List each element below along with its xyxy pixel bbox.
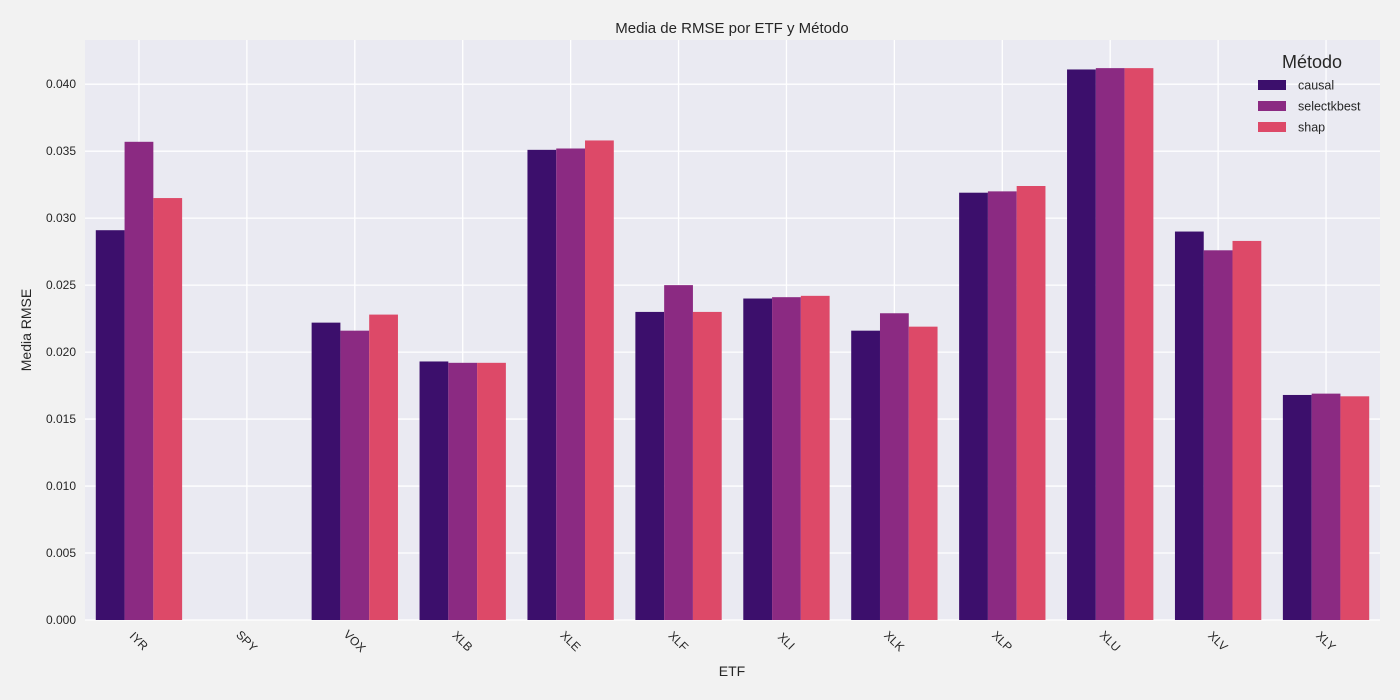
bar-causal-xlf [635, 311, 665, 620]
bar-causal-xly [1282, 394, 1312, 620]
y-tick-label: 0.000 [46, 613, 76, 627]
bar-shap-xlu [1124, 68, 1154, 620]
x-tick-label: XLI [775, 630, 798, 653]
bar-selectkbest-xlp [987, 191, 1017, 620]
y-tick-label: 0.040 [46, 77, 76, 91]
y-tick-label: 0.020 [46, 345, 76, 359]
bar-causal-xlu [1067, 69, 1096, 621]
bar-shap-xlv [1232, 240, 1262, 621]
x-tick-label: VOX [341, 627, 369, 655]
y-tick-label: 0.030 [46, 211, 76, 225]
bar-shap-xle [585, 140, 614, 620]
x-tick-labels: IYR SPY VOX XLB XLE XLF XLI XLK XLP XLU XLV XLY [127, 627, 1339, 655]
bar-shap-vox [369, 314, 398, 620]
y-tick-label: 0.015 [46, 412, 76, 426]
legend-swatch-shap [1258, 122, 1286, 132]
x-tick-label: IYR [127, 629, 151, 653]
chart-title: Media de RMSE por ETF y Método [615, 20, 848, 37]
x-tick-label: XLF [666, 628, 691, 653]
y-tick-label: 0.035 [46, 144, 76, 158]
bar-causal-xli [743, 298, 773, 620]
bar-shap-iyr [153, 198, 183, 620]
legend: Método causal selectkbest shap [1258, 52, 1361, 135]
bar-causal-vox [311, 322, 341, 620]
bar-selectkbest-xlk [879, 313, 909, 620]
plot-background [85, 40, 1380, 620]
y-tick-label: 0.025 [46, 278, 76, 292]
y-axis-label: Media RMSE [18, 289, 34, 371]
bar-causal-xlv [1174, 231, 1204, 620]
bar-selectkbest-xli [772, 297, 801, 620]
legend-label-causal: causal [1298, 79, 1334, 93]
x-tick-label: XLU [1097, 628, 1123, 654]
bar-causal-xlp [959, 192, 988, 620]
legend-swatch-causal [1258, 80, 1286, 90]
bar-causal-iyr [95, 230, 125, 620]
legend-label-selectkbest: selectkbest [1298, 100, 1361, 114]
bar-shap-xly [1340, 396, 1370, 620]
bar-causal-xlk [851, 330, 880, 620]
x-tick-label: XLY [1313, 629, 1338, 654]
bar-selectkbest-xlv [1203, 250, 1233, 620]
x-tick-label: XLP [989, 628, 1015, 654]
bar-selectkbest-iyr [124, 141, 154, 620]
bar-selectkbest-xle [556, 148, 586, 620]
x-tick-label: XLK [881, 628, 907, 654]
y-tick-labels: 0.000 0.005 0.010 0.015 0.020 0.025 0.030 0.035… [46, 77, 76, 627]
bar-shap-xli [800, 295, 830, 620]
bar-selectkbest-xly [1311, 393, 1341, 620]
y-tick-label: 0.005 [46, 546, 76, 560]
x-tick-label: XLV [1205, 629, 1230, 654]
legend-swatch-selectkbest [1258, 101, 1286, 111]
bar-shap-xlk [908, 326, 938, 620]
bars [95, 68, 1370, 621]
x-tick-label: SPY [233, 628, 260, 655]
x-axis-label: ETF [719, 663, 745, 679]
x-tick-label: XLE [557, 628, 583, 654]
bar-selectkbest-vox [340, 330, 370, 620]
legend-title: Método [1282, 52, 1342, 72]
bar-selectkbest-xlb [448, 362, 478, 620]
bar-shap-xlp [1016, 186, 1046, 620]
bar-shap-xlf [692, 311, 722, 620]
bar-causal-xlb [419, 361, 449, 620]
bar-selectkbest-xlf [664, 285, 693, 620]
bar-causal-xle [527, 149, 557, 621]
bar-selectkbest-xlu [1095, 68, 1125, 620]
legend-label-shap: shap [1298, 121, 1325, 135]
y-tick-label: 0.010 [46, 479, 76, 493]
bar-shap-xlb [477, 362, 506, 620]
x-tick-label: XLB [450, 628, 476, 654]
